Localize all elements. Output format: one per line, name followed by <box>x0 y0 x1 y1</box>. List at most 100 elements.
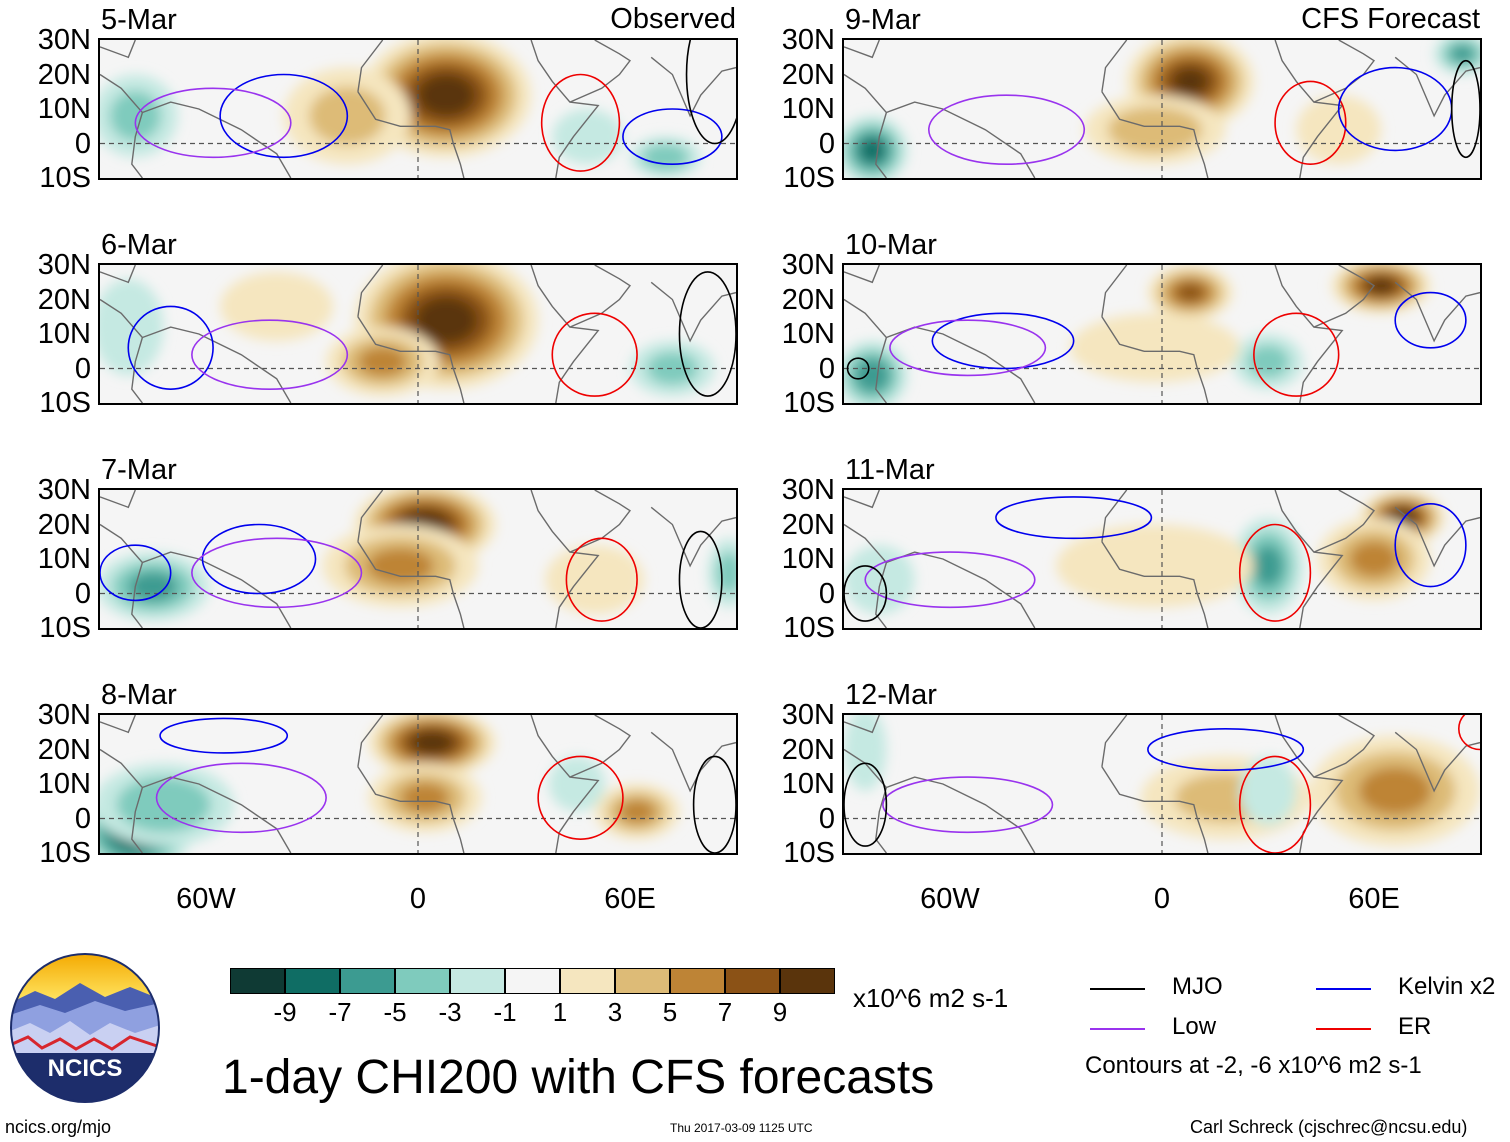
y-tick-label: 0 <box>74 802 91 835</box>
y-tick-label: 10N <box>781 318 835 350</box>
coastline <box>100 715 136 734</box>
coastline <box>1101 40 1128 92</box>
y-tick-label: 30N <box>781 699 835 731</box>
anomaly-shading <box>844 715 887 791</box>
coastline <box>530 715 600 853</box>
map-panel <box>98 488 738 630</box>
map-plot <box>844 715 1480 853</box>
coastline <box>1274 490 1344 628</box>
y-tick-label: 10N <box>37 93 91 125</box>
coastline <box>569 490 632 553</box>
colorbar-label: -5 <box>383 997 407 1027</box>
colorbar-label: -7 <box>328 997 352 1027</box>
y-tick-label: 20N <box>781 283 835 316</box>
coastline <box>1101 766 1209 853</box>
anomaly-shading <box>1450 44 1475 63</box>
x-tick-label: 60E <box>1348 883 1400 915</box>
map-plot <box>100 265 736 403</box>
coastline <box>1274 265 1344 403</box>
coastline <box>1313 40 1376 103</box>
coastline <box>357 316 465 403</box>
contour-er <box>540 73 621 172</box>
y-tick-label: 30N <box>37 474 91 506</box>
legend-swatch-kelvin <box>1316 988 1371 990</box>
anomaly-shading <box>1107 106 1203 153</box>
anomaly-shading <box>618 799 656 824</box>
coastline <box>357 265 384 317</box>
x-tick-label: 0 <box>409 883 427 915</box>
y-tick-label: 30N <box>37 249 91 281</box>
coastline <box>357 715 384 767</box>
colorbar-segment <box>285 968 340 994</box>
y-tick-label: 0 <box>74 577 91 610</box>
anomaly-shading <box>1056 524 1254 608</box>
y-tick-label: 20N <box>37 508 91 541</box>
legend-label: ER <box>1398 1013 1432 1040</box>
map-panel <box>842 488 1482 630</box>
y-tick-label: 10N <box>37 318 91 350</box>
y-tick-label: 10N <box>781 768 835 800</box>
y-tick-label: 10S <box>39 162 91 194</box>
map-plot <box>100 40 736 178</box>
anomaly-shading <box>552 109 623 165</box>
anomaly-shading <box>854 358 890 393</box>
y-tick-label: 10S <box>39 612 91 644</box>
map-panel <box>98 263 738 405</box>
map-panel <box>842 713 1482 855</box>
anomaly-shading <box>1358 767 1432 815</box>
map-plot <box>100 715 736 853</box>
anomaly-shading <box>1252 545 1284 587</box>
colorbar-segment <box>230 968 285 994</box>
y-tick-label: 30N <box>37 24 91 56</box>
panel-date: 5-Mar <box>101 4 177 36</box>
footer-url[interactable]: ncics.org/mjo <box>5 1117 112 1137</box>
y-tick-label: 20N <box>781 508 835 541</box>
contour-kelvin <box>100 544 172 602</box>
colorbar-segment <box>780 968 835 994</box>
contour-kelvin <box>1147 727 1305 772</box>
coastline <box>357 766 465 853</box>
anomaly-shading <box>1239 756 1297 826</box>
anomaly-shading <box>116 777 211 833</box>
y-tick-label: 10S <box>39 837 91 869</box>
anomaly-shading <box>415 297 477 344</box>
colorbar-segment <box>560 968 615 994</box>
coastline <box>100 748 144 853</box>
anomaly-shading <box>1246 345 1290 379</box>
anomaly-shading <box>1176 283 1205 302</box>
coastline <box>844 715 880 734</box>
contour-er <box>1274 80 1347 166</box>
legend-label: Low <box>1172 1013 1217 1040</box>
contour-mjo <box>844 565 888 622</box>
y-tick-label: 10S <box>783 387 835 419</box>
anomaly-shading <box>1349 541 1399 577</box>
y-tick-label: 0 <box>74 127 91 160</box>
logo-text: NCICS <box>48 1055 123 1082</box>
contour-kelvin <box>622 108 723 166</box>
panel-date: 10-Mar <box>845 229 937 261</box>
map-panel <box>842 38 1482 180</box>
coastline <box>569 715 632 778</box>
colorbar-label: -1 <box>493 997 517 1027</box>
y-tick-label: 10N <box>37 768 91 800</box>
contour-mjo <box>846 357 870 380</box>
anomaly-shading <box>220 271 334 341</box>
y-tick-label: 30N <box>781 249 835 281</box>
anomaly-shading <box>1070 313 1240 383</box>
coastline <box>1101 541 1209 628</box>
colorbar-segment <box>670 968 725 994</box>
contour-er <box>1238 523 1312 622</box>
coastline <box>100 490 136 509</box>
coastline <box>569 40 632 103</box>
coastline <box>357 91 465 178</box>
panel-date: 11-Mar <box>845 454 935 486</box>
coastline <box>844 298 888 403</box>
coastline <box>844 748 888 853</box>
panel-date: 12-Mar <box>845 679 937 711</box>
coastline <box>1101 715 1128 767</box>
footer-timestamp: Thu 2017-03-09 1125 UTC <box>670 1121 813 1135</box>
legend-label: Kelvin x2 <box>1398 973 1496 1000</box>
coastline <box>886 776 1036 853</box>
colorbar-segment <box>340 968 395 994</box>
anomaly-shading <box>418 74 475 116</box>
